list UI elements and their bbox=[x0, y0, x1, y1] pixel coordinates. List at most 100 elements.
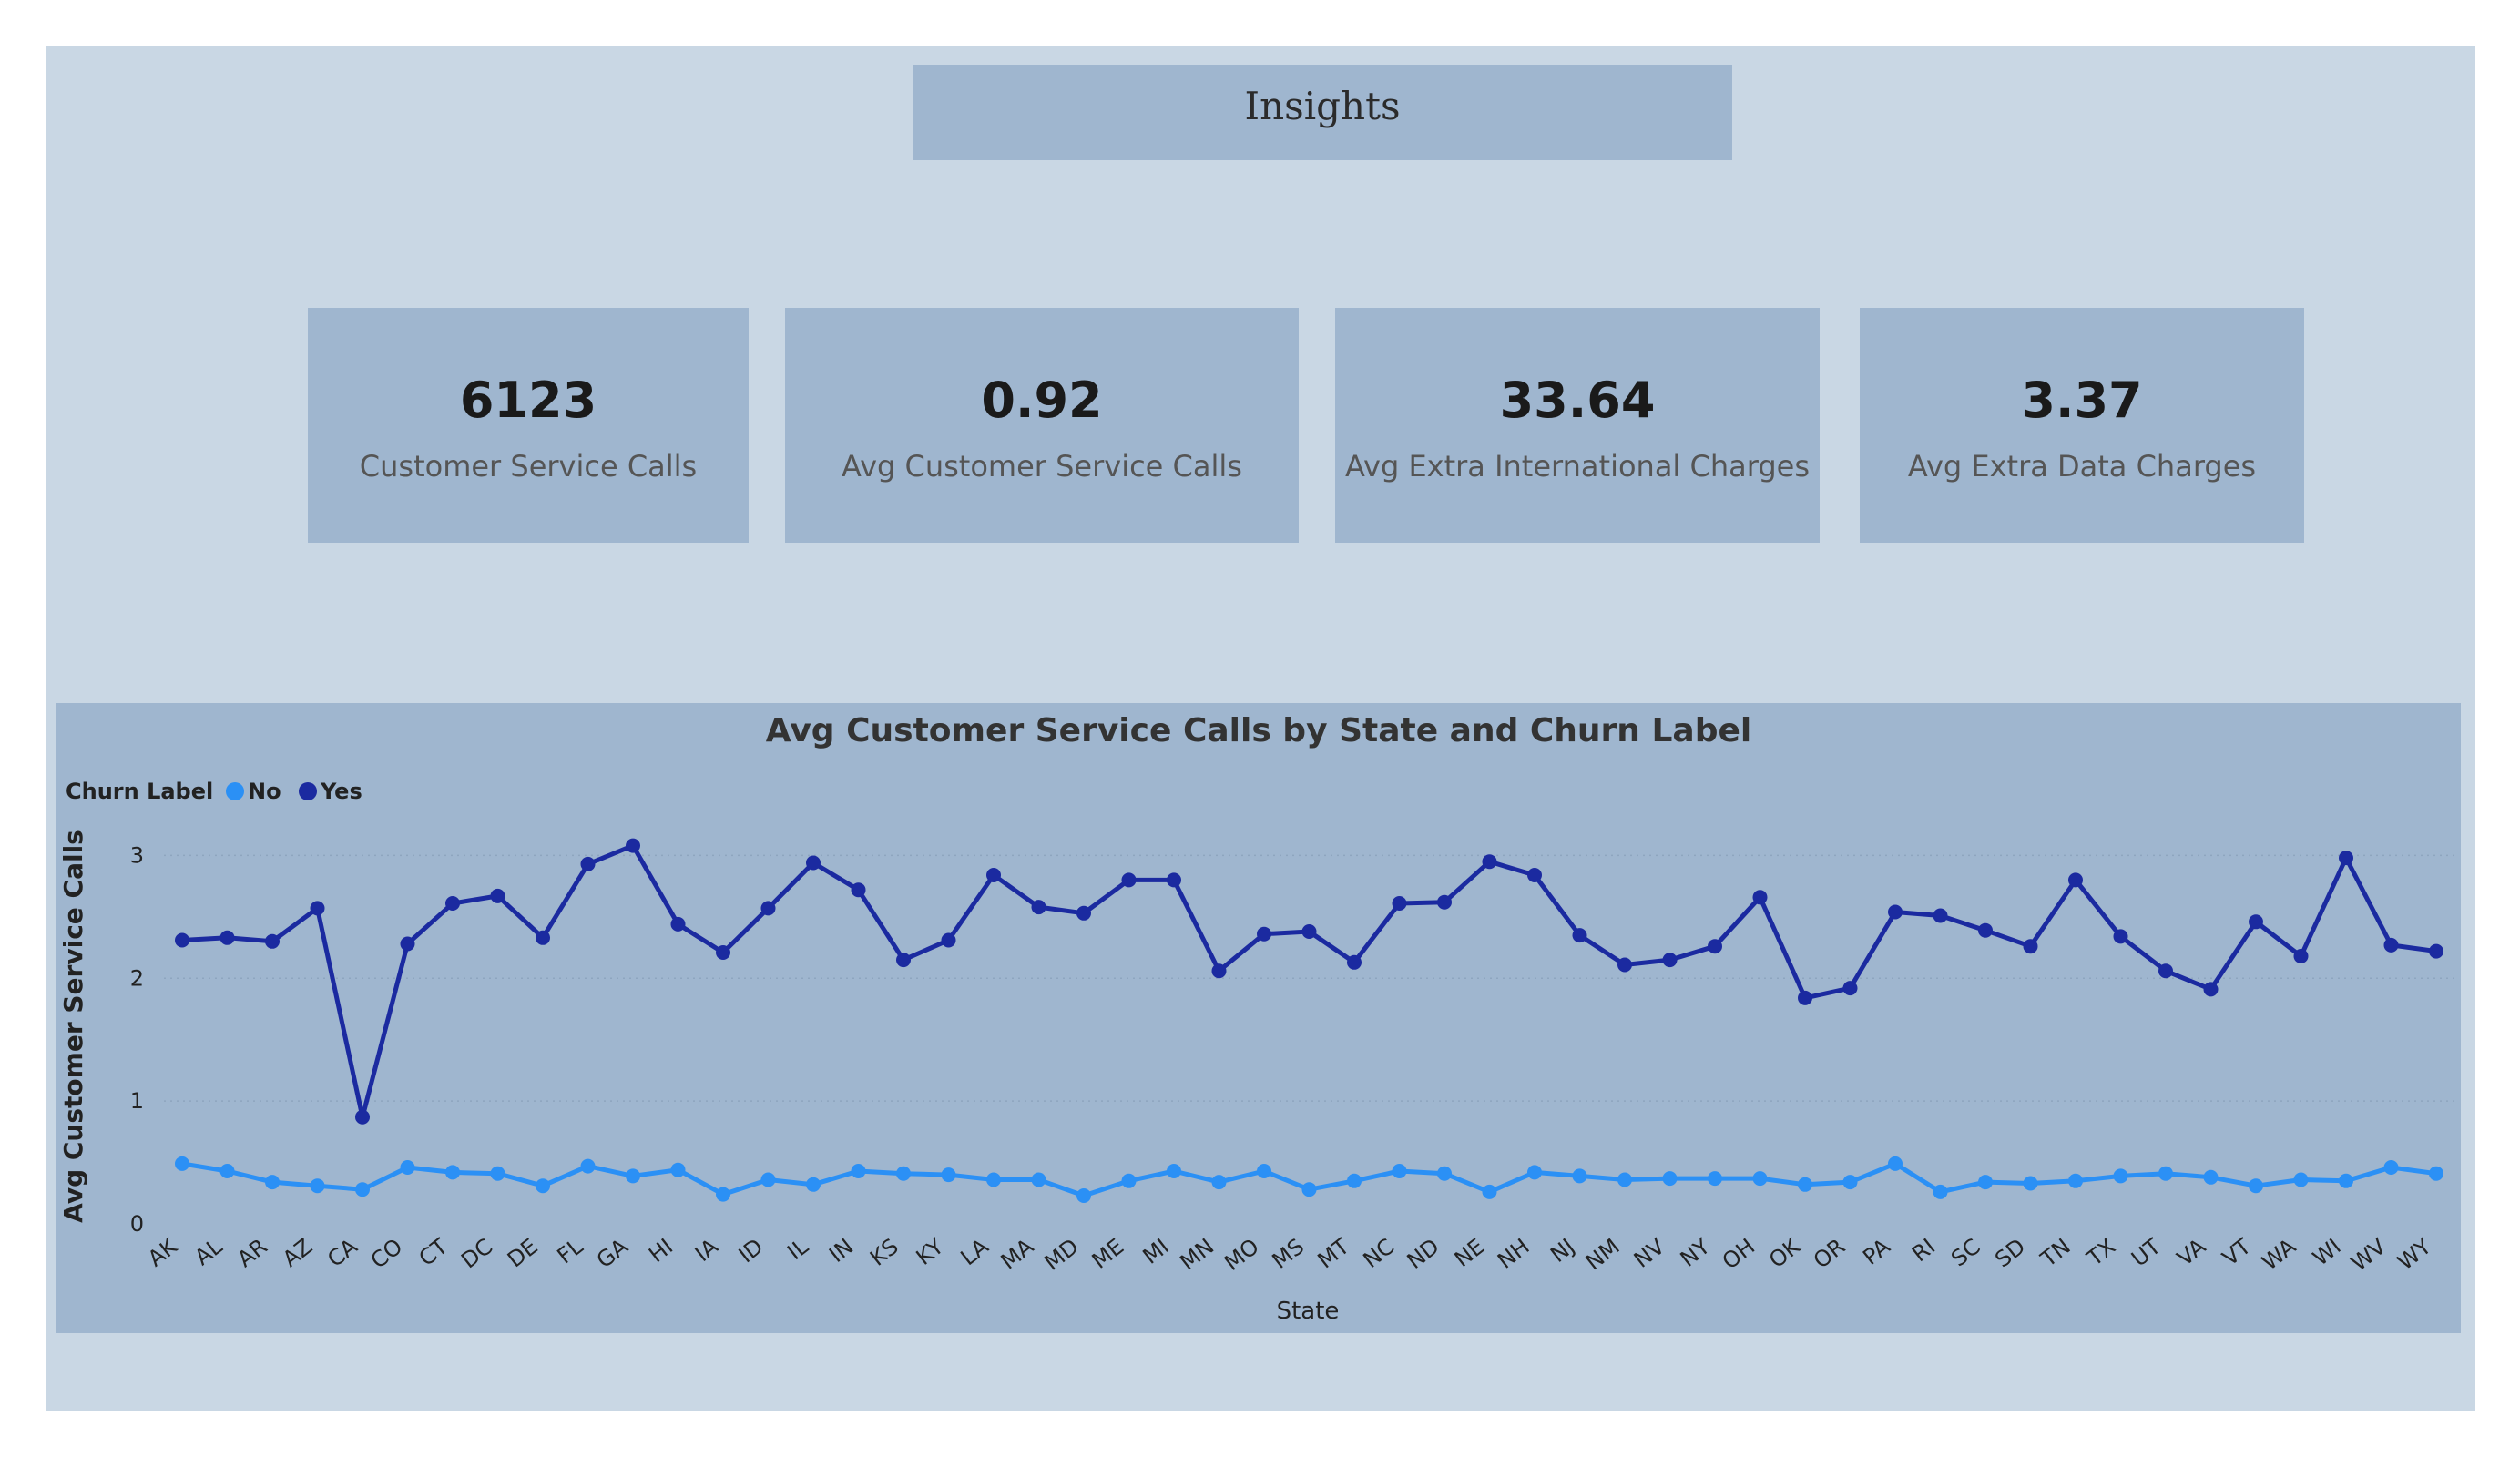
data-point-no[interactable] bbox=[2383, 1160, 2399, 1175]
data-point-yes[interactable] bbox=[2068, 872, 2083, 888]
data-point-no[interactable] bbox=[1167, 1164, 1181, 1178]
legend-label-no[interactable]: No bbox=[248, 779, 281, 804]
data-point-no[interactable] bbox=[1842, 1175, 1858, 1190]
data-point-no[interactable] bbox=[1121, 1173, 1137, 1188]
data-point-no[interactable] bbox=[986, 1172, 1001, 1187]
line-chart[interactable]: Avg Customer Service Calls by State and … bbox=[56, 703, 2461, 1333]
data-point-no[interactable] bbox=[580, 1158, 596, 1174]
kpi-card-avg-customer-service-calls[interactable]: 0.92 Avg Customer Service Calls bbox=[785, 308, 1299, 543]
data-point-no[interactable] bbox=[941, 1167, 956, 1183]
data-point-yes[interactable] bbox=[2023, 939, 2038, 954]
data-point-no[interactable] bbox=[670, 1162, 686, 1177]
data-point-no[interactable] bbox=[626, 1168, 640, 1184]
data-point-yes[interactable] bbox=[2203, 982, 2219, 997]
data-point-no[interactable] bbox=[2249, 1178, 2263, 1194]
data-point-yes[interactable] bbox=[1257, 926, 1271, 942]
data-point-no[interactable] bbox=[1617, 1172, 1632, 1187]
data-point-no[interactable] bbox=[1708, 1171, 1722, 1187]
data-point-yes[interactable] bbox=[445, 896, 460, 911]
legend-label-yes[interactable]: Yes bbox=[320, 779, 362, 804]
data-point-no[interactable] bbox=[219, 1164, 235, 1178]
data-point-yes[interactable] bbox=[310, 901, 325, 916]
data-point-no[interactable] bbox=[2429, 1166, 2443, 1181]
data-point-yes[interactable] bbox=[1662, 953, 1678, 968]
data-point-yes[interactable] bbox=[490, 888, 505, 903]
data-point-no[interactable] bbox=[1257, 1164, 1271, 1178]
data-point-yes[interactable] bbox=[2113, 929, 2128, 944]
kpi-card-customer-service-calls[interactable]: 6123 Customer Service Calls bbox=[308, 308, 749, 543]
data-point-no[interactable] bbox=[536, 1178, 550, 1194]
data-point-yes[interactable] bbox=[1211, 963, 1227, 979]
data-point-yes[interactable] bbox=[1437, 894, 1452, 910]
data-point-no[interactable] bbox=[1752, 1171, 1768, 1187]
data-point-yes[interactable] bbox=[716, 945, 730, 960]
data-point-yes[interactable] bbox=[1752, 890, 1768, 905]
line-chart-panel[interactable]: Avg Customer Service Calls by State and … bbox=[56, 703, 2461, 1333]
data-point-no[interactable] bbox=[355, 1182, 370, 1197]
data-point-yes[interactable] bbox=[1031, 900, 1046, 915]
data-point-yes[interactable] bbox=[2293, 949, 2309, 963]
data-point-yes[interactable] bbox=[1121, 872, 1137, 888]
data-point-yes[interactable] bbox=[760, 901, 776, 916]
data-point-yes[interactable] bbox=[219, 930, 235, 945]
data-point-no[interactable] bbox=[1933, 1184, 1948, 1199]
data-point-no[interactable] bbox=[2293, 1172, 2309, 1187]
data-point-yes[interactable] bbox=[1617, 957, 1632, 973]
data-point-yes[interactable] bbox=[941, 932, 956, 948]
data-point-yes[interactable] bbox=[1933, 908, 1948, 923]
data-point-yes[interactable] bbox=[1572, 928, 1587, 943]
data-point-no[interactable] bbox=[2158, 1166, 2173, 1181]
data-point-no[interactable] bbox=[1798, 1177, 1812, 1192]
data-point-no[interactable] bbox=[1437, 1166, 1452, 1181]
data-point-yes[interactable] bbox=[175, 932, 189, 948]
data-point-yes[interactable] bbox=[400, 936, 415, 952]
data-point-yes[interactable] bbox=[1076, 905, 1091, 921]
data-point-no[interactable] bbox=[1347, 1173, 1362, 1188]
data-point-no[interactable] bbox=[806, 1177, 821, 1192]
data-point-no[interactable] bbox=[1301, 1182, 1317, 1197]
data-point-no[interactable] bbox=[2068, 1173, 2083, 1188]
data-point-yes[interactable] bbox=[806, 855, 821, 871]
data-point-no[interactable] bbox=[1572, 1168, 1587, 1184]
data-point-no[interactable] bbox=[1031, 1172, 1046, 1187]
data-point-no[interactable] bbox=[1888, 1156, 1903, 1171]
data-point-yes[interactable] bbox=[265, 933, 280, 949]
data-point-no[interactable] bbox=[310, 1178, 325, 1194]
data-point-no[interactable] bbox=[265, 1175, 280, 1190]
data-point-no[interactable] bbox=[400, 1160, 415, 1175]
data-point-yes[interactable] bbox=[1167, 872, 1181, 888]
data-point-no[interactable] bbox=[2023, 1176, 2038, 1191]
data-point-no[interactable] bbox=[175, 1156, 189, 1171]
data-point-yes[interactable] bbox=[896, 953, 911, 968]
data-point-yes[interactable] bbox=[1347, 954, 1362, 970]
data-point-no[interactable] bbox=[851, 1164, 866, 1178]
data-point-no[interactable] bbox=[2113, 1168, 2128, 1184]
data-point-no[interactable] bbox=[1392, 1164, 1407, 1178]
data-point-no[interactable] bbox=[445, 1165, 460, 1180]
data-point-yes[interactable] bbox=[851, 882, 866, 898]
data-point-yes[interactable] bbox=[536, 930, 550, 945]
data-point-no[interactable] bbox=[896, 1166, 911, 1181]
data-point-yes[interactable] bbox=[626, 838, 640, 853]
data-point-no[interactable] bbox=[1978, 1175, 1993, 1190]
data-point-yes[interactable] bbox=[1482, 854, 1497, 870]
data-point-yes[interactable] bbox=[1392, 896, 1407, 911]
data-point-yes[interactable] bbox=[1301, 924, 1317, 939]
data-point-yes[interactable] bbox=[670, 916, 686, 932]
data-point-yes[interactable] bbox=[1978, 922, 1993, 938]
data-point-yes[interactable] bbox=[1527, 868, 1542, 882]
data-point-yes[interactable] bbox=[1888, 904, 1903, 920]
data-point-yes[interactable] bbox=[2339, 851, 2353, 866]
data-point-yes[interactable] bbox=[986, 868, 1001, 882]
series-line-yes[interactable] bbox=[181, 843, 2437, 1120]
kpi-card-avg-extra-data-charges[interactable]: 3.37 Avg Extra Data Charges bbox=[1860, 308, 2304, 543]
data-point-no[interactable] bbox=[490, 1166, 505, 1181]
data-point-no[interactable] bbox=[1482, 1184, 1497, 1199]
data-point-yes[interactable] bbox=[2249, 914, 2263, 930]
data-point-no[interactable] bbox=[1076, 1188, 1091, 1203]
data-point-yes[interactable] bbox=[1798, 990, 1812, 1005]
data-point-no[interactable] bbox=[1662, 1171, 1678, 1187]
data-point-yes[interactable] bbox=[2158, 963, 2173, 979]
data-point-no[interactable] bbox=[2203, 1169, 2219, 1185]
data-point-yes[interactable] bbox=[1708, 939, 1722, 954]
